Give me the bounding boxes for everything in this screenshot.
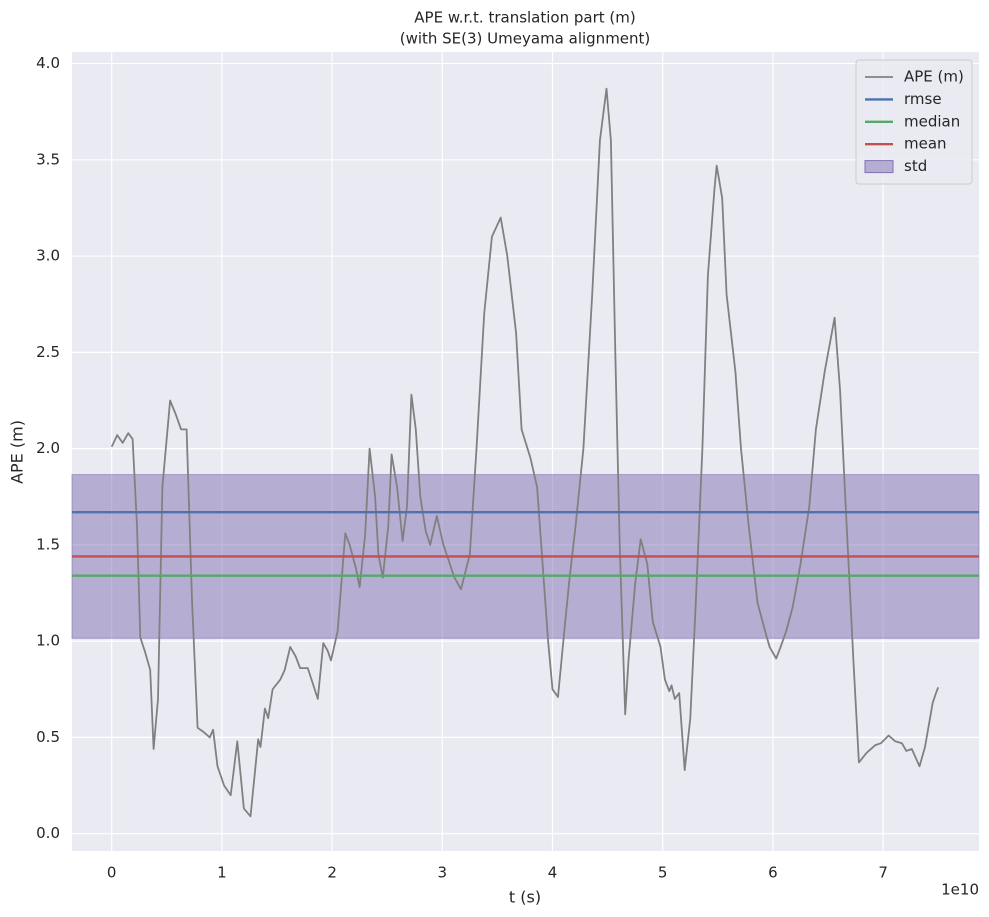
legend-label: median bbox=[904, 112, 960, 130]
y-tick-label: 3.0 bbox=[36, 247, 60, 265]
x-offset-text: 1e10 bbox=[941, 881, 979, 899]
x-tick-label: 6 bbox=[768, 864, 778, 882]
chart-title: APE w.r.t. translation part (m) bbox=[414, 9, 635, 27]
legend-swatch bbox=[864, 160, 894, 174]
y-tick-label: 3.5 bbox=[36, 150, 60, 168]
series-line bbox=[110, 87, 940, 818]
y-tick-label: 0.0 bbox=[36, 824, 60, 842]
x-tick-label: 7 bbox=[878, 864, 888, 882]
legend: APE (m) rmse median mean std bbox=[855, 59, 973, 185]
y-tick-label: 2.5 bbox=[36, 343, 60, 361]
y-axis-label: APE (m) bbox=[8, 420, 27, 484]
legend-label: std bbox=[904, 157, 927, 175]
x-tick-label: 0 bbox=[107, 864, 117, 882]
y-tick-label: 2.0 bbox=[36, 439, 60, 457]
x-tick-label: 1 bbox=[217, 864, 227, 882]
chart-subtitle: (with SE(3) Umeyama alignment) bbox=[400, 30, 651, 48]
x-tick-label: 5 bbox=[658, 864, 668, 882]
y-tick-label: 4.0 bbox=[36, 54, 60, 72]
y-tick-label: 1.5 bbox=[36, 535, 60, 553]
x-tick-label: 3 bbox=[438, 864, 448, 882]
y-tick-label: 1.0 bbox=[36, 632, 60, 650]
x-axis-label: t (s) bbox=[509, 888, 541, 907]
legend-label: rmse bbox=[904, 90, 942, 108]
legend-label: mean bbox=[904, 135, 947, 153]
y-tick-label: 0.5 bbox=[36, 728, 60, 746]
x-tick-label: 2 bbox=[327, 864, 337, 882]
legend-label: APE (m) bbox=[904, 68, 964, 86]
x-tick-label: 4 bbox=[548, 864, 558, 882]
plot-area bbox=[72, 52, 979, 851]
legend-box bbox=[855, 59, 973, 185]
